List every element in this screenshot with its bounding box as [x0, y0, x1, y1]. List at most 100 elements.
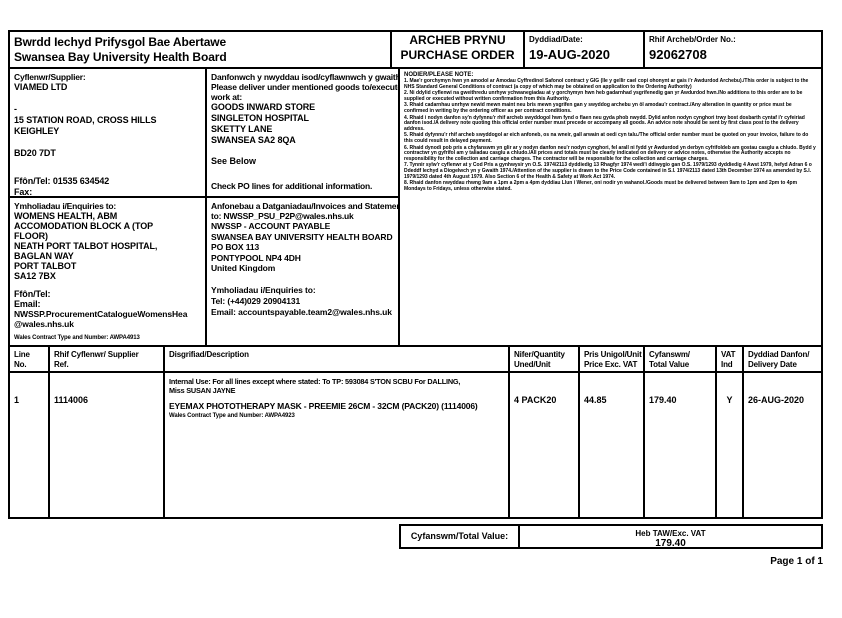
col-header-text: Nifer/Quantity — [514, 350, 565, 359]
org-name-welsh: Bwrdd Iechyd Prifysgol Bae Abertawe — [14, 35, 227, 49]
col-header-text: Price Exc. VAT — [584, 359, 638, 369]
order-number-block: Rhif Archeb/Order No.: 92062708 — [643, 30, 823, 67]
col-header-unit-price: Pris Unigol/Unit Price Exc. VAT — [578, 345, 643, 371]
enquiries-line: ACCOMODATION BLOCK A (TOP — [14, 221, 153, 231]
col-header-text: Uned/Unit — [514, 359, 551, 369]
col-header-text: Ref. — [54, 359, 69, 369]
col-header-supplier-ref: Rhif Cyflenwr/ Supplier Ref. — [48, 345, 163, 371]
invoices-line: SWANSEA BAY UNIVERSITY HEALTH BOARD — [211, 231, 393, 242]
enquiries-section: Ymholiadau i/Enquiries to: WOMENS HEALTH… — [8, 196, 205, 345]
description-internal-use-line-2: Miss SUSAN JAYNE — [169, 386, 236, 395]
notes-clauses: 1. Mae'r gorchymyn hwn yn amodol ar Amod… — [404, 78, 817, 192]
row-total-value: 179.40 — [643, 371, 715, 519]
invoices-line: PONTYPOOL NP4 4DH — [211, 252, 301, 263]
enquiries-email-line-1: NWSSP.ProcurementCatalogueWomensHea — [14, 309, 188, 319]
col-header-quantity: Nifer/Quantity Uned/Unit — [508, 345, 578, 371]
order-date-value: 19-AUG-2020 — [529, 47, 610, 62]
see-below-note: See Below — [211, 156, 257, 166]
col-header-total-value: Cyfanswm/ Total Value — [643, 345, 715, 371]
deliver-to-address: GOODS INWARD STORE SINGLETON HOSPITAL SK… — [211, 102, 394, 146]
org-name-english: Swansea Bay University Health Board — [14, 50, 227, 64]
enquiries-address: WOMENS HEALTH, ABM ACCOMODATION BLOCK A … — [14, 211, 201, 281]
deliver-to-line: SWANSEA SA2 8QA — [211, 135, 296, 145]
notes-clause-7: 7. Tynnir sylw'r cyflenwr at y Cod Pris … — [404, 162, 812, 180]
deliver-to-line: SKETTY LANE — [211, 124, 273, 134]
enquiries-line: PORT TALBOT — [14, 261, 77, 271]
row-vat-ind: Y — [715, 371, 742, 519]
supplier-address: VIAMED LTD - 15 STATION ROAD, CROSS HILL… — [14, 82, 201, 159]
col-header-delivery-date: Dyddiad Danfon/ Delivery Date — [742, 345, 823, 371]
order-date-label: Dyddiad/Date: — [529, 35, 583, 44]
deliver-to-label-english-1: Please deliver under mentioned goods to/… — [211, 82, 398, 92]
row-description: Internal Use: For all lines except where… — [163, 371, 508, 519]
notes-clause-3: 3. Rhaid cadarnhau unrhyw newid mewn mai… — [404, 102, 792, 114]
invoices-line: United Kingdom — [211, 263, 276, 273]
order-date-block: Dyddiad/Date: 19-AUG-2020 — [523, 30, 643, 67]
col-header-line-no: Line No. — [8, 345, 48, 371]
supplier-address-line — [14, 137, 201, 148]
invoices-line: PO BOX 113 — [211, 242, 260, 252]
supplier-contact: Ffôn/Tel: 01535 634542 Fax: — [14, 176, 201, 196]
notes-clause-8: 8. Rhaid danfon nwyddau rhwng 9am a 1pm … — [404, 180, 798, 192]
invoices-email: Email: accountspayable.team2@wales.nhs.u… — [211, 306, 392, 317]
enquiries-label: Ymholiadau i/Enquiries to: — [14, 201, 117, 211]
col-header-text: No. — [14, 359, 27, 369]
description-internal-use-line-1: Internal Use: For all lines except where… — [169, 377, 461, 386]
row-delivery-date: 26-AUG-2020 — [742, 371, 823, 519]
notes-title: NODIER/PLEASE NOTE: — [404, 72, 474, 78]
col-header-text: Line — [14, 350, 30, 359]
invoices-address: NWSSP - ACCOUNT PAYABLE SWANSEA BAY UNIV… — [211, 221, 394, 274]
totals-label: Cyfanswm/Total Value: — [399, 524, 518, 549]
deliver-to-section: Danfonwch y nwyddau isod/cyflawnwch y gw… — [205, 67, 398, 196]
check-po-lines-note: Check PO lines for additional informatio… — [211, 181, 373, 191]
col-header-description: Disgrifiad/Description — [163, 345, 508, 371]
conditions-notes-section: NODIER/PLEASE NOTE: 1. Mae'r gorchymyn h… — [398, 67, 823, 345]
deliver-to-line: GOODS INWARD STORE — [211, 102, 316, 112]
supplier-phone-value: 01535 634542 — [52, 176, 110, 186]
document-title-block: ARCHEB PRYNU PURCHASE ORDER — [390, 30, 523, 67]
totals-net-value: 179.40 — [655, 538, 686, 549]
supplier-address-line: - — [14, 104, 17, 114]
enquiries-line: FLOOR) — [14, 231, 48, 241]
invoices-label-line-2: to: NWSSP_PSU_P2P@wales.nhs.uk — [211, 211, 354, 221]
totals-net-label: Heb TAW/Exc. VAT — [635, 529, 706, 538]
row-supplier-ref: 1114006 — [48, 371, 163, 519]
row-unit-price: 44.85 — [578, 371, 643, 519]
invoices-tel: Tel: (+44)029 20904131 — [211, 295, 301, 306]
notes-clause-6: 6. Rhaid dynodi pob pris a chyfanswm yn … — [404, 144, 816, 162]
supplier-address-line: KEIGHLEY — [14, 126, 60, 136]
col-header-text: Disgrifiad/Description — [169, 350, 249, 359]
invoices-line: NWSSP - ACCOUNT PAYABLE — [211, 221, 331, 231]
page-number: Page 1 of 1 — [770, 556, 823, 567]
invoices-section: Anfonebau a Datganiadau/Invoices and Sta… — [205, 196, 398, 345]
notes-clause-2: 2. Ni ddylid cyflenwi na gweithredu unrh… — [404, 90, 803, 102]
row-line-no: 1 — [8, 371, 48, 519]
col-header-vat-ind: VAT Ind — [715, 345, 742, 371]
description-contract-note: Wales Contract Type and Number: AWPA4923 — [169, 413, 295, 419]
col-header-text: Total Value — [649, 359, 689, 369]
enquiries-contact: Ffôn/Tel: Email: NWSSP.ProcurementCatalo… — [14, 289, 201, 329]
invoices-enquiries: Ymholiadau i/Enquiries to: Tel: (+44)029… — [211, 285, 394, 318]
org-name-block: Bwrdd Iechyd Prifysgol Bae Abertawe Swan… — [8, 30, 390, 67]
col-header-text: Cyfanswm/ — [649, 350, 690, 359]
enquiries-contract-note: Wales Contract Type and Number: AWPA4913 — [14, 335, 140, 341]
deliver-to-label-welsh: Danfonwch y nwyddau isod/cyflawnwch y gw… — [211, 72, 398, 82]
supplier-fax-label: Fax: — [14, 187, 33, 196]
supplier-phone: Ffôn/Tel: 01535 634542 — [14, 176, 201, 187]
supplier-postcode: BD20 7DT — [14, 148, 56, 158]
invoices-label-line-1: Anfonebau a Datganiadau/Invoices and Sta… — [211, 201, 398, 211]
enquiries-phone-label: Ffôn/Tel: — [14, 289, 51, 299]
enquiries-line: BAGLAN WAY — [14, 251, 74, 261]
row-quantity: 4 PACK20 — [508, 371, 578, 519]
col-header-text: Dyddiad Danfon/ — [748, 350, 810, 359]
col-header-text: Rhif Cyflenwr/ Supplier — [54, 350, 139, 359]
enquiries-line: NEATH PORT TALBOT HOSPITAL, — [14, 241, 158, 251]
supplier-label: Cyflenwr/Supplier: — [14, 72, 86, 82]
supplier-name: VIAMED LTD — [14, 82, 68, 92]
enquiries-email-line-2: @wales.nhs.uk — [14, 319, 74, 329]
enquiries-email-label: Email: — [14, 299, 41, 309]
enquiries-line: WOMENS HEALTH, ABM — [14, 211, 118, 221]
document-title-english: PURCHASE ORDER — [400, 48, 515, 62]
notes-clause-5: 5. Rhaid dyfynnu'r rhif archeb swyddogol… — [404, 132, 809, 144]
